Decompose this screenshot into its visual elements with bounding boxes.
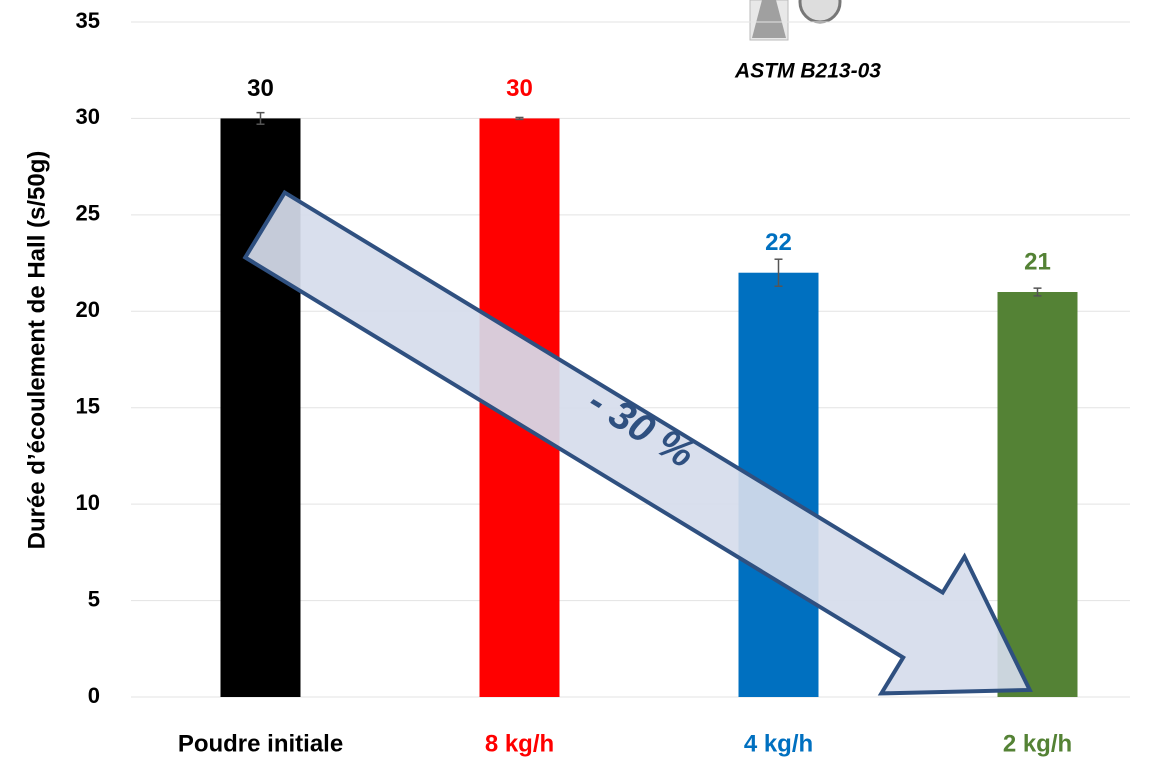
x-tick-label: 2 kg/h — [1003, 730, 1072, 757]
x-tick-label: Poudre initiale — [178, 730, 343, 757]
x-tick-label: 4 kg/h — [744, 730, 813, 757]
y-tick-label: 20 — [76, 297, 100, 322]
y-tick-label: 0 — [88, 683, 100, 708]
y-axis-label: Durée d’écoulement de Hall (s/50g) — [23, 151, 50, 550]
funnel-icon — [750, 0, 840, 40]
value-label: 21 — [1024, 248, 1051, 275]
y-tick-label: 5 — [88, 586, 100, 611]
trend-arrow — [223, 157, 1071, 759]
bar — [998, 292, 1078, 697]
chart: Durée d’écoulement de Hall (s/50g) ASTM … — [0, 0, 1151, 762]
y-tick-label: 25 — [76, 201, 100, 226]
value-label: 30 — [247, 75, 274, 102]
y-tick-label: 35 — [76, 8, 100, 33]
annotation: ASTM B213-03 — [734, 60, 881, 83]
y-tick-label: 15 — [76, 394, 100, 419]
value-label: 30 — [506, 75, 533, 102]
x-tick-label: 8 kg/h — [485, 730, 554, 757]
value-label: 22 — [765, 229, 792, 256]
y-tick-label: 30 — [76, 104, 100, 129]
y-tick-label: 10 — [76, 490, 100, 515]
